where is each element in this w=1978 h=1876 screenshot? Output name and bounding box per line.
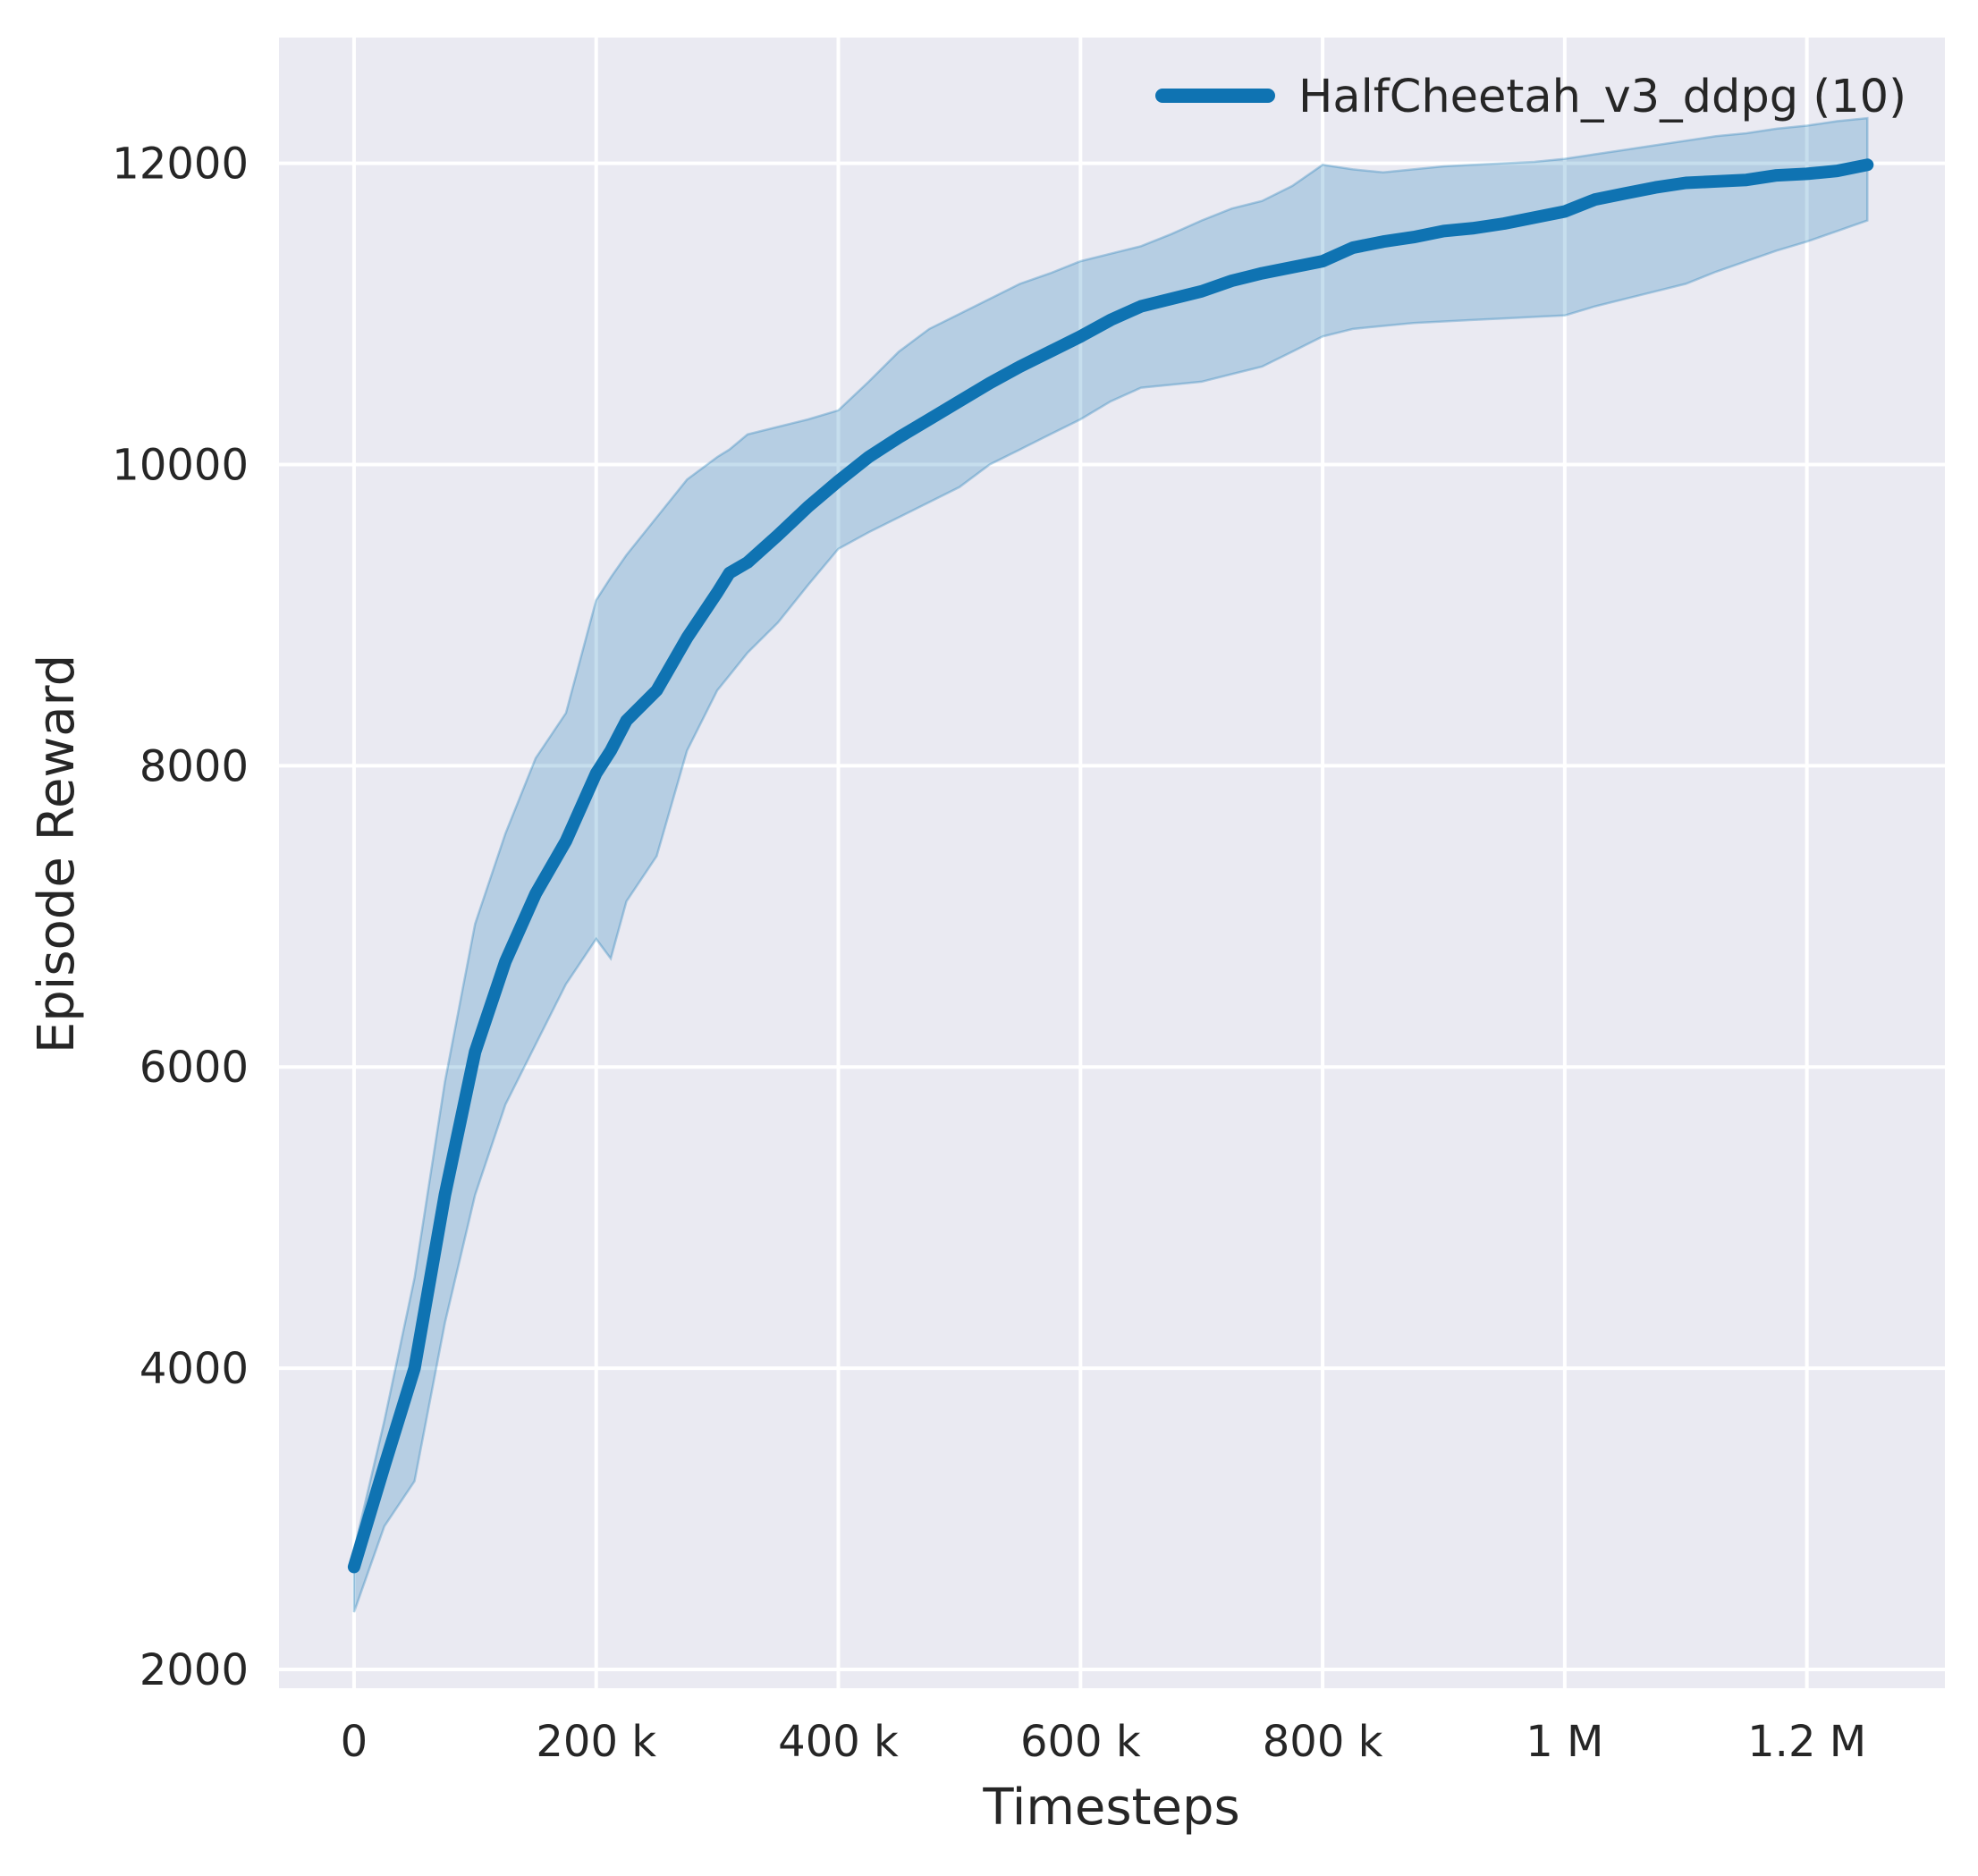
legend-label: HalfCheetah_v3_ddpg (10) — [1298, 71, 1906, 123]
y-tick-label: 8000 — [139, 741, 249, 791]
x-tick-label: 1 M — [1526, 1717, 1603, 1767]
y-tick-label: 2000 — [139, 1645, 249, 1695]
y-tick-label: 4000 — [139, 1344, 249, 1394]
y-tick-labels: 2000 4000 6000 8000 10000 12000 — [112, 139, 249, 1695]
confidence-band — [352, 116, 1869, 1613]
x-axis-label: Timesteps — [982, 1779, 1239, 1837]
y-tick-label: 10000 — [112, 441, 249, 491]
x-tick-label: 200 k — [536, 1717, 656, 1767]
y-tick-label: 12000 — [112, 139, 249, 190]
x-tick-label: 600 k — [1020, 1717, 1141, 1767]
y-axis-label: Episode Reward — [28, 655, 86, 1053]
legend: HalfCheetah_v3_ddpg (10) — [1155, 71, 1906, 123]
gridlines — [279, 38, 1945, 1688]
series-line — [347, 158, 1874, 1574]
x-tick-labels: 0 200 k 400 k 600 k 800 k 1 M 1.2 M — [341, 1717, 1866, 1767]
x-tick-label: 1.2 M — [1747, 1717, 1866, 1767]
y-tick-label: 6000 — [139, 1043, 249, 1093]
x-tick-label: 0 — [341, 1717, 368, 1767]
x-tick-label: 800 k — [1263, 1717, 1383, 1767]
x-tick-label: 400 k — [778, 1717, 899, 1767]
